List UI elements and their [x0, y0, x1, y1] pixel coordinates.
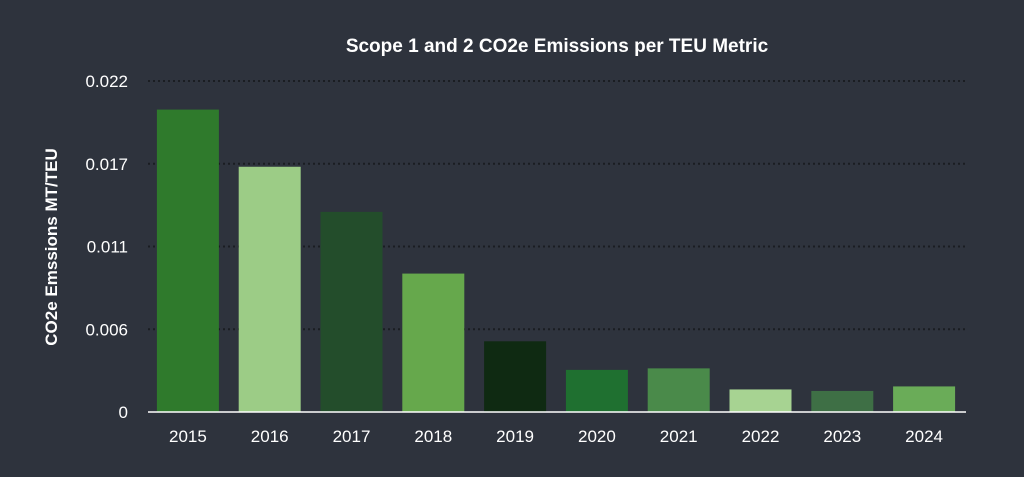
x-tick-label: 2021	[660, 427, 698, 446]
bar-2023	[811, 390, 874, 412]
bar-2019	[484, 341, 547, 412]
bar-2021	[647, 368, 710, 412]
y-tick-labels: 0 0.006 0.011 0.017 0.022	[85, 72, 128, 422]
bar-2016	[238, 166, 301, 412]
x-tick-label: 2018	[414, 427, 452, 446]
y-tick-label: 0	[119, 403, 128, 422]
bar-2017	[320, 211, 383, 412]
bar-2022	[729, 389, 792, 412]
y-axis-label: CO2e Emssions MT/TEU	[42, 148, 61, 345]
y-tick-label: 0.011	[87, 238, 128, 257]
bar-2018	[402, 273, 465, 412]
chart-title: Scope 1 and 2 CO2e Emissions per TEU Met…	[346, 36, 769, 57]
x-tick-label: 2017	[333, 427, 371, 446]
x-tick-label: 2022	[742, 427, 780, 446]
x-tick-label: 2016	[251, 427, 289, 446]
y-tick-label: 0.006	[85, 320, 128, 339]
y-tick-label: 0.017	[85, 155, 128, 174]
x-tick-label: 2019	[496, 427, 534, 446]
bar-2024	[893, 386, 956, 412]
x-tick-label: 2015	[169, 427, 207, 446]
bar-2015	[156, 109, 219, 412]
x-tick-labels: 2015 2016 2017 2018 2019 2020 2021 2022 2023 2024	[169, 427, 943, 446]
x-tick-label: 2024	[905, 427, 943, 446]
y-tick-label: 0.022	[85, 72, 128, 91]
x-tick-label: 2023	[823, 427, 861, 446]
bar-2020	[565, 369, 628, 412]
x-tick-label: 2020	[578, 427, 616, 446]
bars	[156, 109, 956, 412]
